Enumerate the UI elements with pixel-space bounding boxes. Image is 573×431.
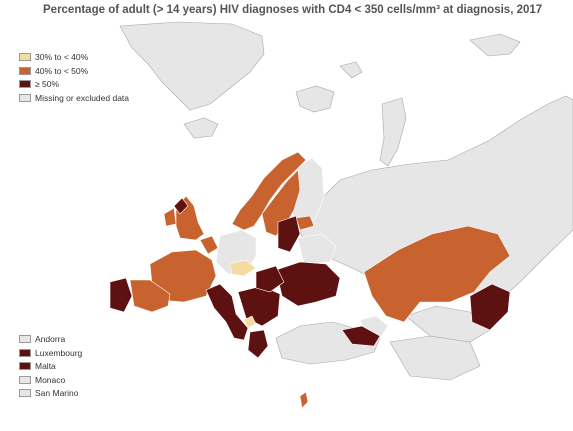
benelux-region — [199, 235, 219, 255]
monaco-label: Monaco — [35, 374, 66, 385]
small-countries-legend: Andorra Luxembourg Malta Monaco San Mari… — [19, 333, 82, 401]
legend-swatch-30-40 — [19, 53, 31, 61]
legend-label-gt50: ≥ 50% — [35, 79, 60, 89]
ireland-region — [163, 207, 177, 227]
scotland-region — [173, 197, 189, 215]
legend-swatch-40-50 — [19, 66, 31, 75]
small-country-san-marino: San Marino — [19, 387, 82, 399]
kyrgyzstan-region — [469, 283, 511, 331]
small-country-malta: Malta — [19, 360, 82, 372]
arctic-island-east-region — [469, 33, 521, 57]
malta-swatch — [19, 362, 31, 370]
legend: 30% to < 40% 40% to < 50% ≥ 50% Missing … — [19, 51, 129, 105]
malta-label: Malta — [35, 361, 56, 371]
cyprus-region — [299, 391, 309, 409]
legend-item-missing: Missing or excluded data — [19, 92, 129, 104]
czechia-region — [229, 259, 257, 277]
legend-label-30-40: 30% to < 40% — [35, 52, 89, 62]
legend-item-30-40: 30% to < 40% — [19, 51, 129, 63]
andorra-label: Andorra — [35, 334, 66, 344]
romania-region — [255, 265, 285, 293]
norway-region — [231, 151, 307, 231]
legend-item-gt50: ≥ 50% — [19, 78, 129, 90]
kazakhstan-region — [363, 225, 511, 323]
greenland-region — [119, 21, 265, 111]
luxembourg-swatch — [19, 348, 31, 357]
small-country-monaco: Monaco — [19, 374, 82, 386]
map-title: Percentage of adult (> 14 years) HIV dia… — [43, 4, 543, 16]
monaco-swatch — [19, 375, 31, 384]
lithuania-region — [277, 215, 301, 253]
andorra-swatch — [19, 335, 31, 343]
svalbard-region — [295, 85, 335, 113]
georgia-region — [341, 325, 381, 347]
spain-region — [129, 279, 171, 313]
arctic-island-region — [339, 61, 363, 79]
italy-region — [205, 283, 249, 341]
san-marino-label: San Marino — [35, 388, 79, 398]
iceland-region — [183, 117, 219, 139]
small-country-andorra: Andorra — [19, 333, 82, 345]
portugal-region — [109, 277, 133, 313]
legend-label-40-50: 40% to < 50% — [35, 65, 89, 76]
legend-label-missing: Missing or excluded data — [35, 92, 130, 103]
legend-swatch-gt50 — [19, 80, 31, 88]
ukraine-region — [275, 261, 341, 307]
small-country-luxembourg: Luxembourg — [19, 347, 82, 359]
slovenia-region — [243, 315, 257, 329]
estonia-region — [295, 215, 315, 231]
san-marino-swatch — [19, 389, 31, 397]
novaya-zemlya-region — [379, 97, 407, 167]
luxembourg-label: Luxembourg — [35, 347, 83, 358]
iran-region — [389, 335, 481, 381]
belarus-region — [297, 233, 337, 265]
greece-region — [247, 329, 269, 359]
legend-item-40-50: 40% to < 50% — [19, 65, 129, 77]
legend-swatch-missing — [19, 93, 31, 102]
sweden-region — [261, 169, 301, 237]
